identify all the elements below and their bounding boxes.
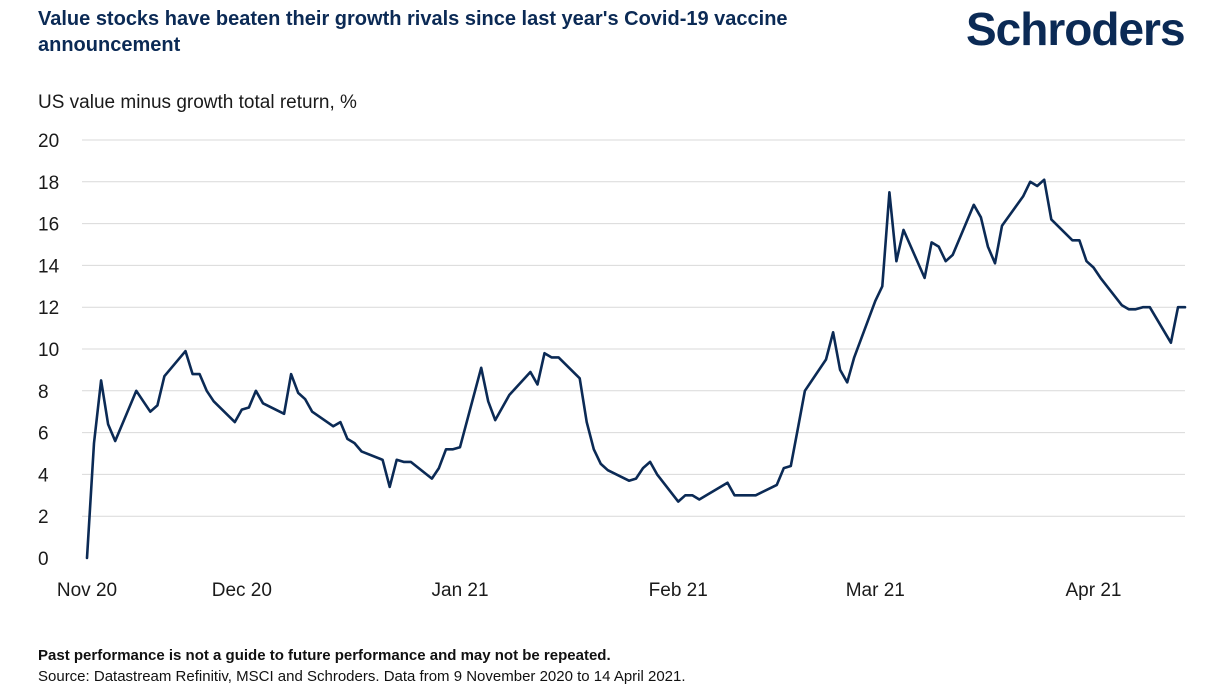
y-tick-label: 16: [38, 215, 59, 236]
y-tick-label: 2: [38, 507, 49, 528]
x-tick-label: Dec 20: [212, 580, 272, 601]
brand-logo: Schroders: [966, 3, 1186, 55]
x-tick-label: Apr 21: [1066, 580, 1122, 601]
chart-title: Value stocks have beaten their growth ri…: [38, 8, 788, 56]
gridlines: [82, 139, 1185, 517]
y-tick-labels: 0 2 4 6 8 10 12 14 16 18 20: [38, 131, 60, 570]
y-tick-label: 6: [38, 424, 49, 445]
y-tick-label: 4: [38, 465, 49, 486]
series-group: [85, 178, 1187, 560]
y-tick-label: 10: [38, 340, 59, 361]
y-tick-label: 0: [38, 549, 49, 570]
y-tick-label: 18: [38, 173, 59, 194]
x-tick-label: Nov 20: [57, 580, 117, 601]
y-tick-label: 12: [38, 298, 59, 319]
y-tick-label: 20: [38, 131, 59, 152]
footer: Past performance is not a guide to futur…: [38, 645, 1208, 687]
series-line: [85, 178, 1187, 560]
x-tick-label: Mar 21: [846, 580, 905, 601]
x-tick-labels: Nov 20 Dec 20 Jan 21 Feb 21 Mar 21 Apr 21: [57, 580, 1122, 601]
y-tick-label: 8: [38, 382, 49, 403]
y-axis-label: US value minus growth total return, %: [38, 92, 357, 113]
x-tick-label: Jan 21: [432, 580, 489, 601]
y-tick-label: 14: [38, 256, 60, 277]
x-tick-label: Feb 21: [649, 580, 708, 601]
disclaimer-text: Past performance is not a guide to futur…: [38, 647, 611, 664]
source-note: Source: Datastream Refinitiv, MSCI and S…: [38, 668, 686, 685]
